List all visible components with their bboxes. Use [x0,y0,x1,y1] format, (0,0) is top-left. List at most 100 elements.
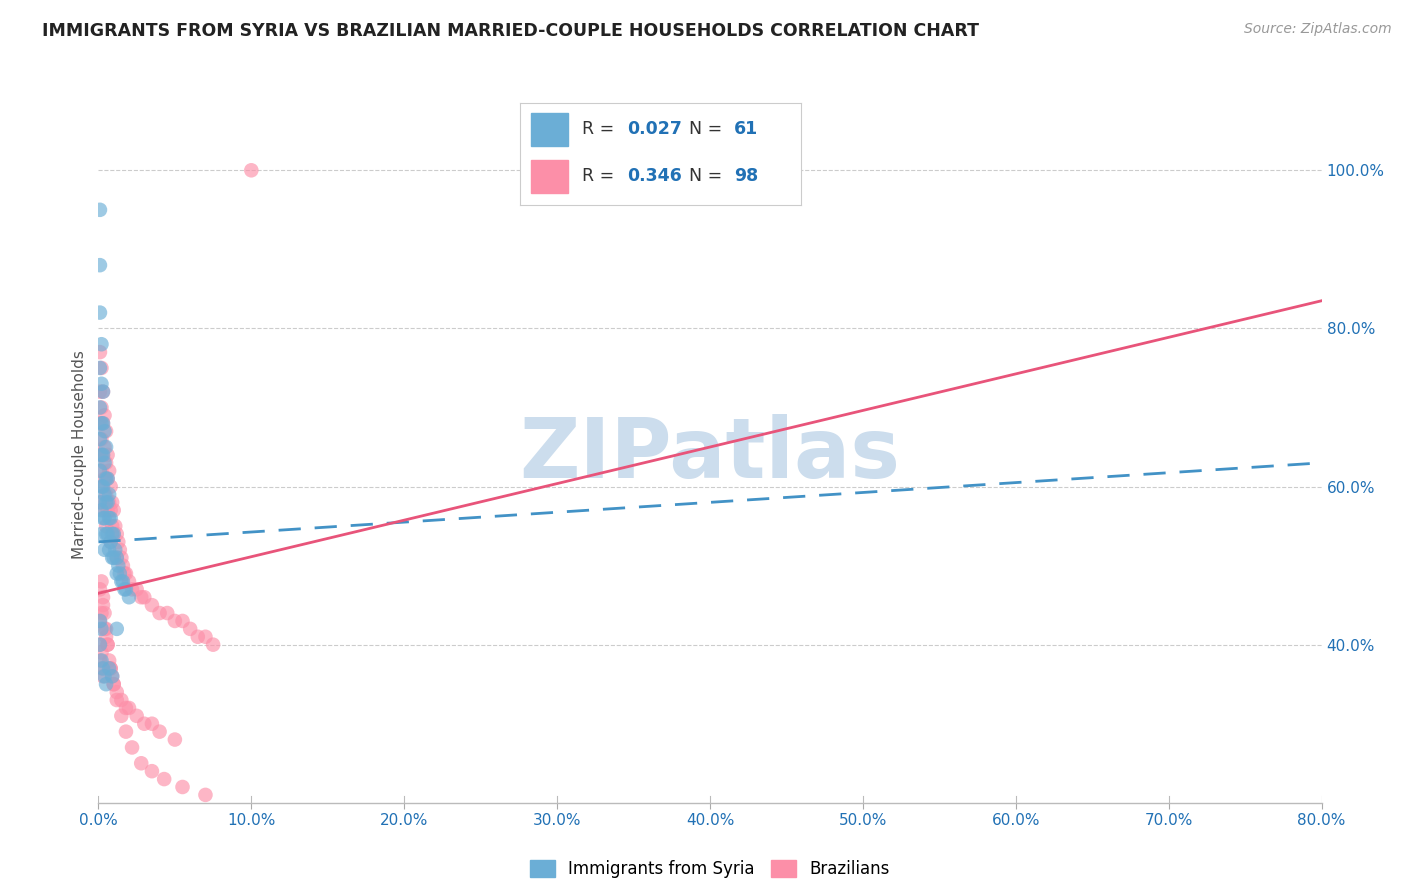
Point [118,591,141,605]
Point [91,384,114,399]
Point [93,503,115,517]
Point [97,503,120,517]
Point [156,606,179,620]
Point [112,566,135,581]
Point [141,764,163,779]
Point [118,701,141,715]
Point [100,511,122,525]
Point [90,527,112,541]
Point [91,479,114,493]
Point [91,669,114,683]
Point [101,527,124,541]
Text: IMMIGRANTS FROM SYRIA VS BRAZILIAN MARRIED-COUPLE HOUSEHOLDS CORRELATION CHART: IMMIGRANTS FROM SYRIA VS BRAZILIAN MARRI… [42,22,979,40]
Point [100,479,122,493]
Point [105,622,128,636]
Text: N =: N = [689,168,728,186]
Point [89,432,111,446]
Point [108,542,131,557]
Point [97,472,120,486]
Point [105,693,128,707]
Point [98,495,121,509]
Point [89,305,111,319]
Text: N =: N = [689,120,728,138]
Point [89,582,111,597]
Point [93,424,115,438]
Point [125,582,148,597]
Point [94,495,117,509]
Point [111,574,134,589]
Point [90,417,112,431]
Legend: Immigrants from Syria, Brazilians: Immigrants from Syria, Brazilians [523,854,897,885]
Point [97,448,120,462]
Point [98,542,121,557]
Point [89,464,111,478]
Point [94,519,117,533]
Point [91,417,114,431]
Point [94,456,117,470]
Text: 0.027: 0.027 [627,120,682,138]
Point [100,661,122,675]
Point [97,495,120,509]
Point [89,638,111,652]
Text: 0.346: 0.346 [627,168,682,186]
Point [90,661,112,675]
Point [103,527,125,541]
Point [121,740,143,755]
Point [104,519,127,533]
Point [90,448,112,462]
Point [104,542,127,557]
Point [91,591,114,605]
Point [129,591,152,605]
Point [105,685,128,699]
Point [89,614,111,628]
Point [91,448,114,462]
Point [107,535,129,549]
Point [94,630,117,644]
Point [149,606,172,620]
Point [89,638,111,652]
Point [110,550,132,565]
Point [163,732,186,747]
Point [101,669,124,683]
Point [149,724,172,739]
Point [90,622,112,636]
Point [90,503,112,517]
Point [153,772,176,786]
Point [118,574,141,589]
Point [93,669,115,683]
Point [90,479,112,493]
Point [115,582,138,597]
Point [89,495,111,509]
Point [100,661,122,675]
Point [187,630,209,644]
Point [94,472,117,486]
Point [97,638,120,652]
Point [105,566,128,581]
Text: 98: 98 [734,168,758,186]
Point [101,519,124,533]
Point [103,677,125,691]
Point [90,401,112,415]
Point [94,677,117,691]
Point [105,550,128,565]
Point [107,558,129,573]
Point [110,708,132,723]
Point [134,716,156,731]
Point [103,550,125,565]
Point [141,716,163,731]
Point [90,464,112,478]
Point [134,591,156,605]
Point [172,614,194,628]
Point [101,495,124,509]
Point [93,409,115,423]
Point [93,511,115,525]
Point [93,472,115,486]
Point [100,535,122,549]
Point [90,606,112,620]
Point [105,527,128,541]
Point [100,503,122,517]
Text: Source: ZipAtlas.com: Source: ZipAtlas.com [1244,22,1392,37]
Point [97,638,120,652]
Point [108,566,131,581]
Point [111,558,134,573]
